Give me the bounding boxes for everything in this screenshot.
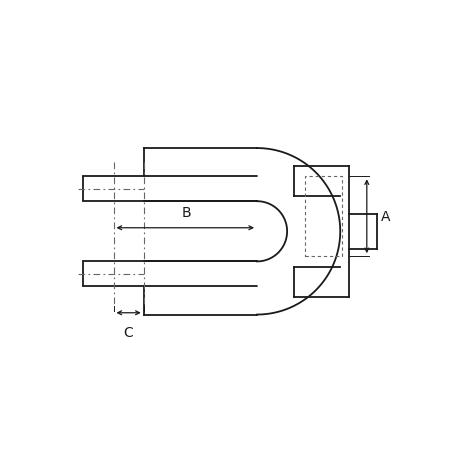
Text: B: B — [181, 206, 190, 219]
Text: A: A — [380, 210, 390, 224]
Text: C: C — [123, 325, 133, 339]
